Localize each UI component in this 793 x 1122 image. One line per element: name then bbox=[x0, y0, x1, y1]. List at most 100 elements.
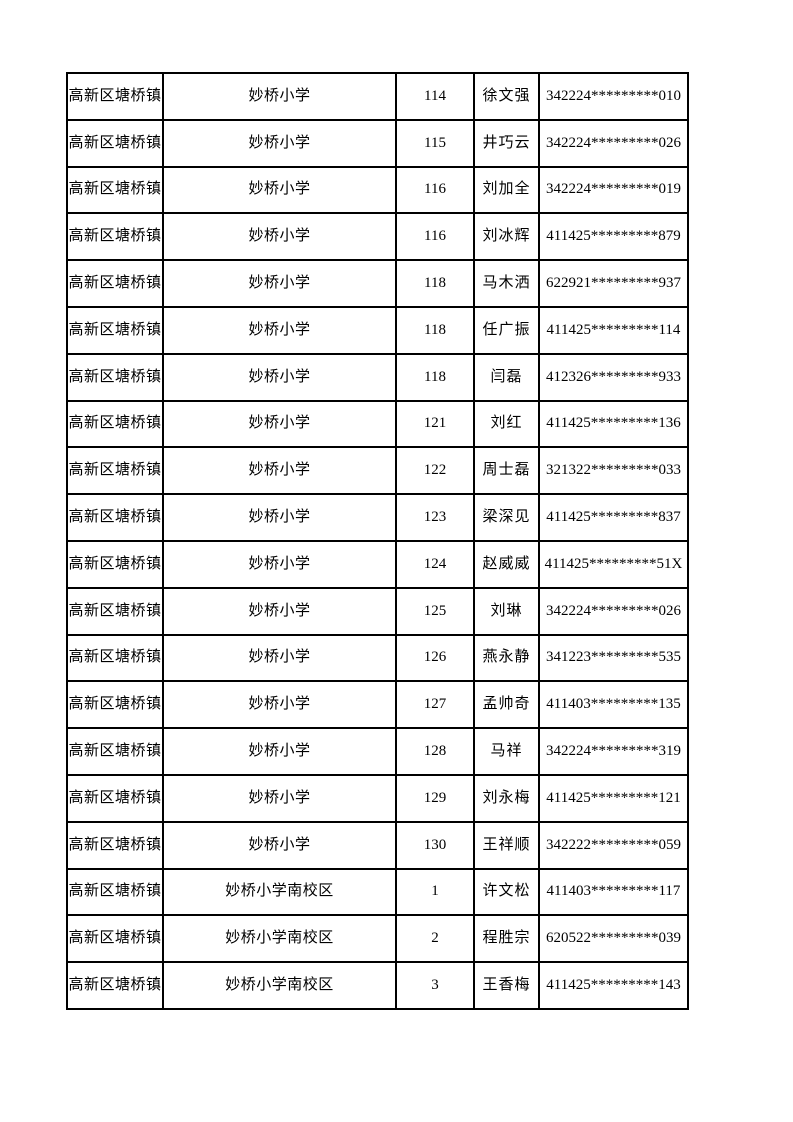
cell-school: 妙桥小学 bbox=[162, 446, 397, 496]
table-row: 高新区塘桥镇 妙桥小学 130 王祥顺 342222*********059 bbox=[66, 820, 689, 870]
cell-number: 127 bbox=[395, 680, 475, 730]
roster-table: 高新区塘桥镇 妙桥小学 114 徐文强 342224*********010 高… bbox=[66, 72, 689, 1010]
table-row: 高新区塘桥镇 妙桥小学 124 赵威威 411425*********51X bbox=[66, 539, 689, 589]
table-row: 高新区塘桥镇 妙桥小学 118 马木洒 622921*********937 bbox=[66, 259, 689, 308]
table-row: 高新区塘桥镇 妙桥小学 118 任广振 411425*********114 bbox=[66, 305, 689, 355]
cell-school: 妙桥小学 bbox=[162, 118, 397, 168]
cell-number: 121 bbox=[395, 399, 475, 449]
cell-number: 130 bbox=[395, 820, 475, 870]
cell-name: 任广振 bbox=[473, 305, 540, 355]
table-row: 高新区塘桥镇 妙桥小学 126 燕永静 341223*********535 bbox=[66, 633, 689, 683]
table-row: 高新区塘桥镇 妙桥小学 127 孟帅奇 411403*********135 bbox=[66, 680, 689, 730]
cell-number: 115 bbox=[395, 118, 475, 168]
cell-name: 刘红 bbox=[473, 399, 540, 449]
cell-number: 128 bbox=[395, 727, 475, 776]
cell-school: 妙桥小学 bbox=[162, 399, 397, 449]
cell-town: 高新区塘桥镇 bbox=[66, 633, 164, 683]
cell-number: 123 bbox=[395, 493, 475, 542]
cell-id-number: 342224*********019 bbox=[538, 165, 689, 215]
cell-number: 116 bbox=[395, 212, 475, 262]
cell-school: 妙桥小学 bbox=[162, 352, 397, 402]
cell-town: 高新区塘桥镇 bbox=[66, 446, 164, 496]
cell-number: 1 bbox=[395, 867, 475, 917]
table-row: 高新区塘桥镇 妙桥小学 128 马祥 342224*********319 bbox=[66, 727, 689, 776]
cell-number: 114 bbox=[395, 72, 475, 121]
cell-town: 高新区塘桥镇 bbox=[66, 259, 164, 308]
cell-town: 高新区塘桥镇 bbox=[66, 493, 164, 542]
cell-town: 高新区塘桥镇 bbox=[66, 399, 164, 449]
cell-id-number: 622921*********937 bbox=[538, 259, 689, 308]
table-row: 高新区塘桥镇 妙桥小学 116 刘加全 342224*********019 bbox=[66, 165, 689, 215]
table-row: 高新区塘桥镇 妙桥小学 118 闫磊 412326*********933 bbox=[66, 352, 689, 402]
table-row: 高新区塘桥镇 妙桥小学 114 徐文强 342224*********010 bbox=[66, 72, 689, 121]
cell-town: 高新区塘桥镇 bbox=[66, 72, 164, 121]
cell-name: 王祥顺 bbox=[473, 820, 540, 870]
cell-school: 妙桥小学 bbox=[162, 305, 397, 355]
cell-name: 程胜宗 bbox=[473, 914, 540, 964]
cell-id-number: 411403*********135 bbox=[538, 680, 689, 730]
cell-name: 燕永静 bbox=[473, 633, 540, 683]
cell-town: 高新区塘桥镇 bbox=[66, 820, 164, 870]
cell-town: 高新区塘桥镇 bbox=[66, 914, 164, 964]
cell-name: 井巧云 bbox=[473, 118, 540, 168]
cell-town: 高新区塘桥镇 bbox=[66, 773, 164, 823]
cell-school: 妙桥小学 bbox=[162, 586, 397, 636]
cell-id-number: 342222*********059 bbox=[538, 820, 689, 870]
cell-name: 王香梅 bbox=[473, 961, 540, 1010]
cell-number: 124 bbox=[395, 539, 475, 589]
cell-id-number: 620522*********039 bbox=[538, 914, 689, 964]
cell-school: 妙桥小学 bbox=[162, 773, 397, 823]
cell-school: 妙桥小学 bbox=[162, 212, 397, 262]
table-row: 高新区塘桥镇 妙桥小学 122 周士磊 321322*********033 bbox=[66, 446, 689, 496]
cell-school: 妙桥小学 bbox=[162, 539, 397, 589]
cell-school: 妙桥小学南校区 bbox=[162, 867, 397, 917]
cell-number: 129 bbox=[395, 773, 475, 823]
cell-id-number: 341223*********535 bbox=[538, 633, 689, 683]
cell-number: 122 bbox=[395, 446, 475, 496]
cell-school: 妙桥小学 bbox=[162, 493, 397, 542]
table-row: 高新区塘桥镇 妙桥小学 125 刘琳 342224*********026 bbox=[66, 586, 689, 636]
cell-name: 梁深见 bbox=[473, 493, 540, 542]
cell-town: 高新区塘桥镇 bbox=[66, 212, 164, 262]
cell-name: 刘冰辉 bbox=[473, 212, 540, 262]
cell-town: 高新区塘桥镇 bbox=[66, 586, 164, 636]
cell-name: 周士磊 bbox=[473, 446, 540, 496]
cell-number: 118 bbox=[395, 259, 475, 308]
cell-name: 闫磊 bbox=[473, 352, 540, 402]
cell-name: 刘加全 bbox=[473, 165, 540, 215]
cell-id-number: 411425*********143 bbox=[538, 961, 689, 1010]
cell-number: 125 bbox=[395, 586, 475, 636]
cell-id-number: 411425*********879 bbox=[538, 212, 689, 262]
cell-id-number: 342224*********319 bbox=[538, 727, 689, 776]
cell-name: 刘琳 bbox=[473, 586, 540, 636]
cell-school: 妙桥小学 bbox=[162, 72, 397, 121]
cell-id-number: 342224*********026 bbox=[538, 586, 689, 636]
cell-id-number: 411425*********51X bbox=[538, 539, 689, 589]
cell-id-number: 412326*********933 bbox=[538, 352, 689, 402]
table-row: 高新区塘桥镇 妙桥小学南校区 1 许文松 411403*********117 bbox=[66, 867, 689, 917]
cell-town: 高新区塘桥镇 bbox=[66, 165, 164, 215]
cell-name: 孟帅奇 bbox=[473, 680, 540, 730]
cell-town: 高新区塘桥镇 bbox=[66, 727, 164, 776]
cell-town: 高新区塘桥镇 bbox=[66, 539, 164, 589]
table-row: 高新区塘桥镇 妙桥小学南校区 3 王香梅 411425*********143 bbox=[66, 961, 689, 1010]
cell-id-number: 411425*********136 bbox=[538, 399, 689, 449]
cell-id-number: 411425*********837 bbox=[538, 493, 689, 542]
cell-town: 高新区塘桥镇 bbox=[66, 867, 164, 917]
cell-school: 妙桥小学 bbox=[162, 680, 397, 730]
cell-name: 赵威威 bbox=[473, 539, 540, 589]
cell-school: 妙桥小学 bbox=[162, 820, 397, 870]
cell-number: 126 bbox=[395, 633, 475, 683]
cell-number: 2 bbox=[395, 914, 475, 964]
cell-name: 徐文强 bbox=[473, 72, 540, 121]
roster-table-body: 高新区塘桥镇 妙桥小学 114 徐文强 342224*********010 高… bbox=[66, 72, 689, 1010]
cell-id-number: 342224*********010 bbox=[538, 72, 689, 121]
table-row: 高新区塘桥镇 妙桥小学 123 梁深见 411425*********837 bbox=[66, 493, 689, 542]
cell-id-number: 411425*********121 bbox=[538, 773, 689, 823]
cell-town: 高新区塘桥镇 bbox=[66, 961, 164, 1010]
cell-school: 妙桥小学 bbox=[162, 165, 397, 215]
cell-name: 刘永梅 bbox=[473, 773, 540, 823]
cell-id-number: 411425*********114 bbox=[538, 305, 689, 355]
cell-name: 许文松 bbox=[473, 867, 540, 917]
